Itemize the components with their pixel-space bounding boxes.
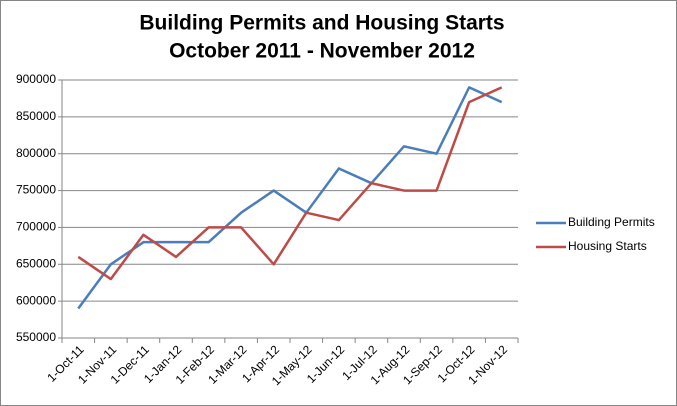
y-tick-label: 700000: [16, 220, 56, 234]
series-line: [77, 86, 503, 310]
y-tick-label: 650000: [16, 256, 56, 270]
legend-label: Building Permits: [568, 215, 655, 229]
y-tick-label: 600000: [16, 293, 56, 307]
y-tick-label: 850000: [16, 109, 56, 123]
chart-subtitle: October 2011 - November 2012: [169, 40, 475, 63]
legend-label: Housing Starts: [568, 239, 647, 253]
series-line: [77, 86, 503, 281]
y-tick-label: 900000: [16, 72, 56, 86]
y-tick-label: 550000: [16, 330, 56, 344]
y-tick-label: 800000: [16, 146, 56, 160]
chart-title: Building Permits and Housing Starts: [139, 12, 504, 35]
y-tick-label: 750000: [16, 183, 56, 197]
